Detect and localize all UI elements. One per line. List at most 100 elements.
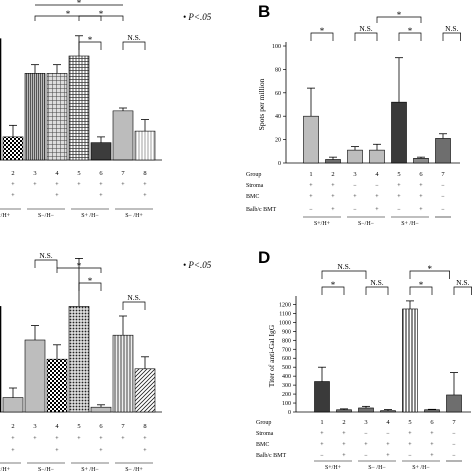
- group-label: S+ /H−: [81, 213, 99, 219]
- condition-sign: +: [99, 182, 103, 188]
- not-significant-label: N.S.: [456, 278, 469, 287]
- group-label: S−/H−: [38, 213, 55, 219]
- y-tick-label: 900: [282, 329, 291, 335]
- condition-sign: +: [77, 182, 81, 188]
- significance-star: *: [331, 280, 336, 290]
- category-label: 7: [441, 171, 445, 178]
- bar: [446, 394, 462, 413]
- category-label: 7: [121, 423, 125, 430]
- condition-sign: +: [11, 448, 15, 454]
- condition-sign: +: [397, 194, 401, 200]
- condition-row-label: BMC: [246, 194, 259, 200]
- condition-sign: −: [309, 207, 313, 213]
- category-label: 5: [77, 170, 80, 177]
- condition-header-label: Group: [246, 172, 261, 178]
- panel-b-chart: 0 20 40 60 80 100 Spots per million 1 2 3 4 5 6 7 Grou…: [246, 10, 461, 227]
- condition-sign: −: [452, 442, 456, 448]
- y-tick-label: 80: [275, 67, 281, 73]
- condition-sign: +: [33, 182, 37, 188]
- p-value-note: • P<.05: [183, 12, 212, 22]
- bar: [380, 410, 396, 413]
- condition-sign: +: [331, 207, 335, 213]
- bar: [24, 73, 46, 161]
- condition-sign: −: [320, 453, 324, 459]
- y-tick-label: 600: [282, 356, 291, 362]
- group-label: S−/H−: [38, 467, 55, 473]
- condition-sign: −: [364, 453, 368, 459]
- not-significant-label: N.S.: [39, 251, 52, 260]
- y-tick-label: 40: [275, 114, 281, 120]
- group-label: S− /H+: [125, 467, 143, 473]
- bar: [424, 409, 440, 413]
- significance-bracket: [78, 41, 102, 50]
- condition-sign: −: [441, 194, 445, 200]
- panel-a-chart: 12345678+++++++++++S+/H+S−/H−S+ /H−S− /H…: [0, 0, 212, 219]
- condition-sign: −: [364, 431, 368, 437]
- bar: [0, 306, 2, 413]
- significance-bracket: [376, 16, 422, 23]
- condition-sign: +: [55, 448, 59, 454]
- bar: [90, 406, 112, 413]
- not-significant-label: N.S.: [370, 278, 383, 287]
- condition-sign: −: [397, 207, 401, 213]
- bar: [112, 110, 134, 161]
- condition-sign: +: [430, 453, 434, 459]
- panel-label-b: B: [258, 2, 270, 21]
- group-label: S+ /H−: [412, 465, 430, 471]
- bar: [134, 368, 156, 413]
- y-tick-label: 300: [282, 383, 291, 389]
- category-label: 4: [386, 419, 390, 426]
- category-label: 5: [408, 419, 411, 426]
- y-tick-label: 1100: [279, 311, 291, 317]
- bar: [0, 38, 2, 161]
- significance-bracket: [321, 270, 367, 279]
- condition-sign: +: [77, 436, 81, 442]
- condition-header-label: Group: [256, 420, 271, 426]
- category-label: 4: [55, 170, 59, 177]
- category-label: 8: [143, 170, 146, 177]
- significance-bracket: [78, 15, 124, 21]
- category-label: 1: [320, 419, 323, 426]
- condition-sign: +: [408, 442, 412, 448]
- condition-sign: −: [375, 183, 379, 189]
- condition-sign: +: [11, 182, 15, 188]
- significance-star: *: [428, 264, 433, 274]
- condition-sign: +: [419, 194, 423, 200]
- significance-star: *: [66, 9, 71, 19]
- y-axis-title: Spots per million: [257, 78, 266, 130]
- category-label: 4: [55, 423, 59, 430]
- bar: [369, 149, 385, 164]
- condition-sign: −: [386, 431, 390, 437]
- group-label: S+/H+: [314, 221, 331, 227]
- significance-star: *: [320, 26, 325, 36]
- significance-bracket: [56, 267, 102, 273]
- condition-sign: +: [99, 448, 103, 454]
- not-significant-label: N.S.: [127, 33, 140, 42]
- category-label: 8: [143, 423, 146, 430]
- condition-sign: +: [143, 182, 147, 188]
- bar: [358, 407, 374, 413]
- not-significant-label: N.S.: [445, 24, 458, 33]
- condition-sign: +: [99, 436, 103, 442]
- category-label: 2: [331, 171, 334, 178]
- condition-row-label: Stroma: [256, 431, 274, 437]
- significance-bracket: [78, 282, 102, 291]
- category-label: 3: [353, 171, 356, 178]
- category-label: 2: [11, 423, 14, 430]
- bar: [314, 381, 330, 413]
- condition-sign: +: [331, 183, 335, 189]
- bar: [303, 115, 319, 164]
- group-label: S−/H−: [358, 221, 375, 227]
- p-value-note: • P<.05: [183, 260, 212, 270]
- significance-star: *: [77, 261, 82, 271]
- bar: [391, 101, 407, 164]
- condition-sign: +: [386, 442, 390, 448]
- category-label: 3: [33, 170, 36, 177]
- y-tick-label: 200: [282, 392, 291, 398]
- not-significant-label: N.S.: [359, 24, 372, 33]
- bar: [90, 142, 112, 161]
- y-tick-label: 60: [275, 91, 281, 97]
- bar: [435, 138, 451, 164]
- condition-sign: +: [397, 183, 401, 189]
